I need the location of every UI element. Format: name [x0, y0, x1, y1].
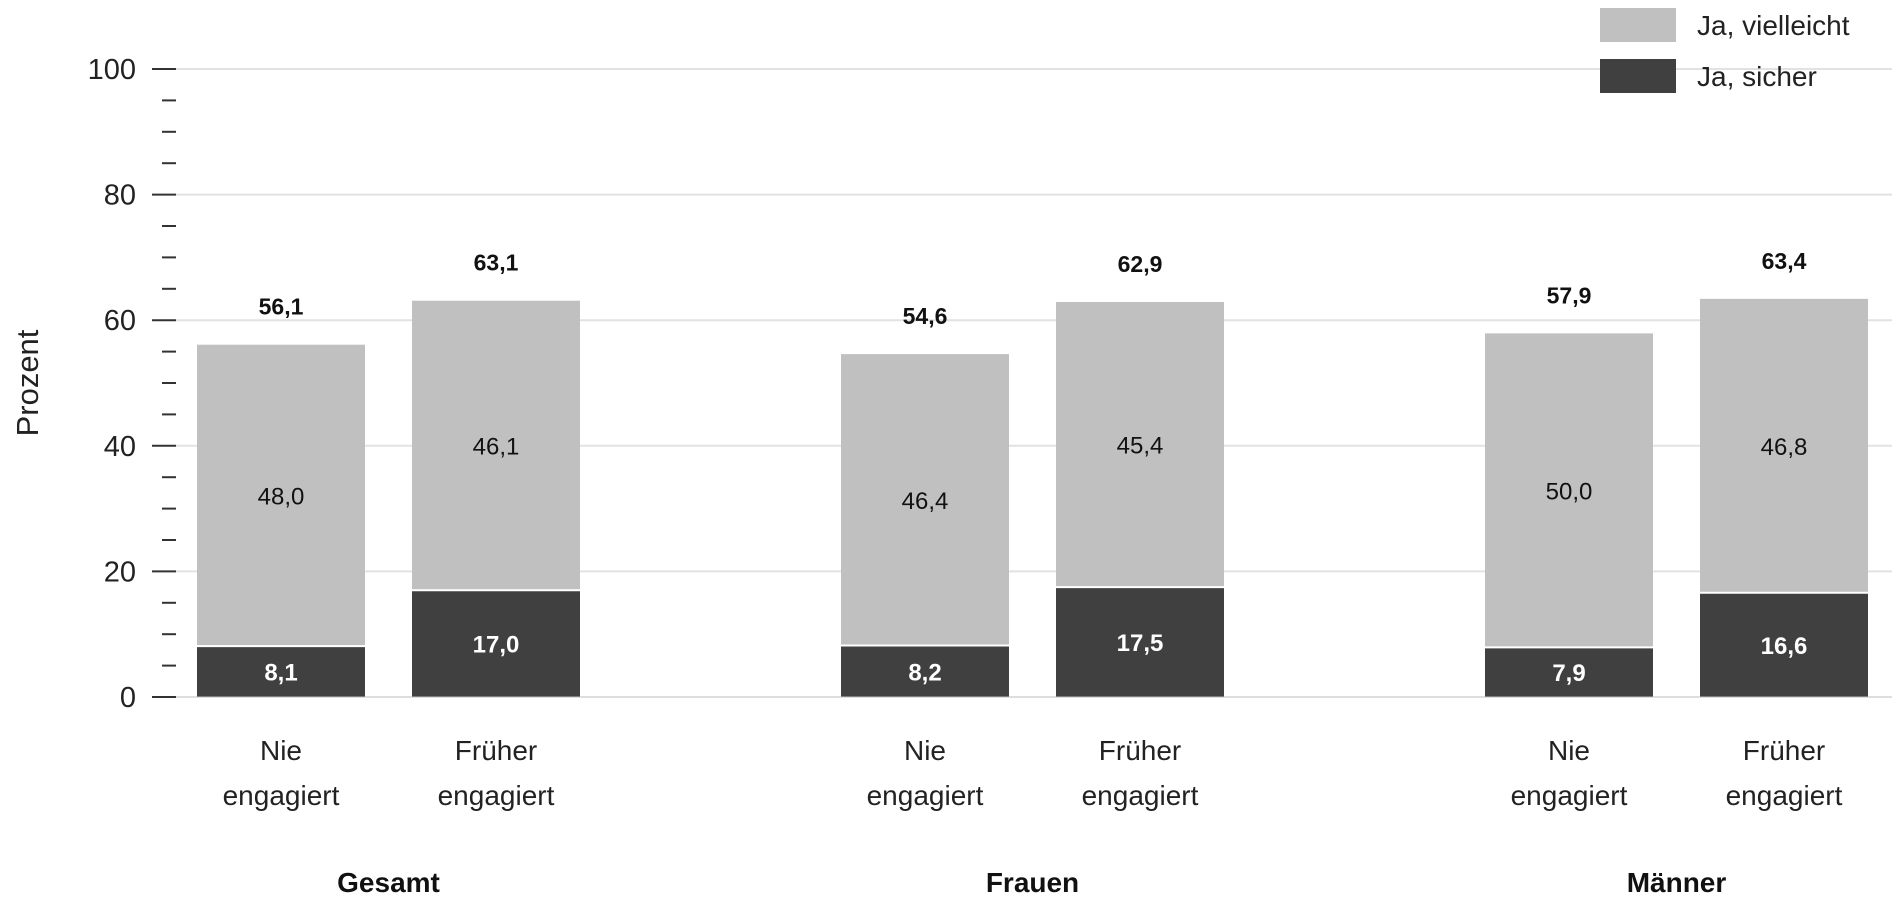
data-label-total: 63,4 — [1762, 248, 1807, 274]
x-group-label: Gesamt — [337, 867, 440, 897]
data-label-ja-sicher: 17,0 — [473, 632, 520, 659]
legend-swatch-ja-sicher — [1600, 59, 1676, 93]
data-label-ja-vielleicht: 48,0 — [258, 483, 305, 510]
data-label-ja-sicher: 17,5 — [1117, 630, 1164, 657]
bar-segment-ja-vielleicht — [841, 354, 1009, 646]
y-tick-label: 60 — [104, 305, 136, 337]
data-label-ja-vielleicht: 50,0 — [1546, 478, 1593, 505]
data-label-ja-vielleicht: 46,8 — [1761, 434, 1808, 461]
x-category-label: engagiert — [438, 780, 555, 811]
bar-segment-ja-sicher — [1485, 647, 1653, 697]
bar-segment-ja-sicher — [197, 646, 365, 697]
x-group-label: Frauen — [986, 867, 1079, 897]
y-tick-label: 0 — [120, 682, 136, 714]
data-label-total: 63,1 — [474, 250, 519, 276]
bar-segment-ja-vielleicht — [412, 300, 580, 591]
bar-segment-ja-vielleicht — [1056, 301, 1224, 588]
data-label-total: 62,9 — [1118, 251, 1163, 277]
x-category-label: Nie — [904, 735, 946, 766]
legend-label-ja-sicher: Ja, sicher — [1697, 61, 1817, 92]
legend-label-ja-vielleicht: Ja, vielleicht — [1697, 10, 1850, 41]
x-category-label: Nie — [1548, 735, 1590, 766]
y-tick-label: 40 — [104, 431, 136, 463]
bar-segment-ja-sicher — [1056, 587, 1224, 697]
x-category-label: Früher — [1743, 735, 1825, 766]
data-label-total: 56,1 — [259, 294, 304, 320]
x-category-label: Früher — [455, 735, 537, 766]
bar-segment-ja-sicher — [841, 645, 1009, 697]
x-category-label: engagiert — [867, 780, 984, 811]
data-label-ja-sicher: 16,6 — [1761, 633, 1808, 660]
data-label-ja-vielleicht: 45,4 — [1117, 433, 1164, 460]
bar-segment-ja-vielleicht — [1700, 298, 1868, 593]
x-category-label: Früher — [1099, 735, 1181, 766]
bar-segment-ja-sicher — [412, 590, 580, 697]
legend-swatch-ja-vielleicht — [1600, 8, 1676, 42]
y-tick-label: 100 — [88, 54, 136, 86]
x-category-label: Nie — [260, 735, 302, 766]
data-label-ja-sicher: 7,9 — [1552, 660, 1585, 687]
bar-segment-ja-vielleicht — [1485, 333, 1653, 648]
x-category-label: engagiert — [1082, 780, 1199, 811]
x-category-label: engagiert — [1511, 780, 1628, 811]
bar-segment-ja-vielleicht — [197, 344, 365, 647]
data-label-ja-vielleicht: 46,4 — [902, 488, 949, 515]
y-tick-label: 20 — [104, 556, 136, 588]
y-tick-label: 80 — [104, 180, 136, 212]
bar-segment-ja-sicher — [1700, 592, 1868, 697]
data-label-ja-sicher: 8,1 — [264, 660, 297, 687]
x-group-label: Männer — [1627, 867, 1727, 897]
y-axis-label: Prozent — [10, 329, 45, 436]
data-label-ja-sicher: 8,2 — [908, 659, 941, 686]
data-label-total: 54,6 — [903, 303, 948, 329]
data-label-ja-vielleicht: 46,1 — [473, 433, 520, 460]
x-category-label: engagiert — [223, 780, 340, 811]
data-label-total: 57,9 — [1547, 282, 1592, 308]
x-category-label: engagiert — [1726, 780, 1843, 811]
